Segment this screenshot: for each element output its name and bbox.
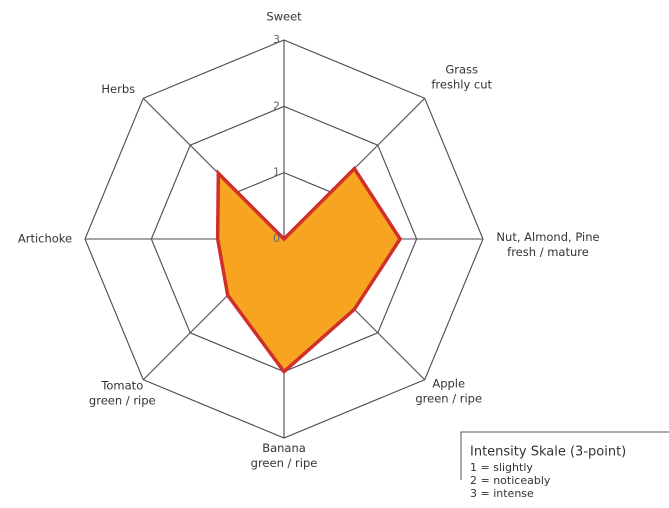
category-label: Herbs xyxy=(101,82,135,96)
category-label: green / ripe xyxy=(89,394,156,408)
legend-title: Intensity Skale (3-point) xyxy=(470,445,626,460)
category-label: Artichoke xyxy=(18,232,72,246)
r-tick-label: 0 xyxy=(273,232,280,245)
category-label: Sweet xyxy=(266,10,302,24)
category-label: freshly cut xyxy=(431,77,492,91)
category-label: green / ripe xyxy=(415,392,482,406)
legend-item: 1 = slightly xyxy=(470,461,533,474)
r-tick-label: 2 xyxy=(273,99,280,112)
r-tick-label: 3 xyxy=(273,33,280,46)
legend-item: 3 = intense xyxy=(470,487,534,500)
category-label: Nut, Almond, Pine xyxy=(496,230,599,244)
legend-item: 2 = noticeably xyxy=(470,474,551,487)
legend-box xyxy=(460,431,669,480)
category-label: Grass xyxy=(445,62,478,76)
category-label: fresh / mature xyxy=(507,245,589,259)
category-label: green / ripe xyxy=(251,456,318,470)
category-label: Apple xyxy=(432,377,465,391)
r-tick-label: 1 xyxy=(273,166,280,179)
legend: Intensity Skale (3-point) 1 = slightly 2… xyxy=(460,431,669,500)
data-area xyxy=(215,165,403,375)
category-label: Banana xyxy=(262,441,306,455)
category-label: Tomato xyxy=(100,379,143,393)
